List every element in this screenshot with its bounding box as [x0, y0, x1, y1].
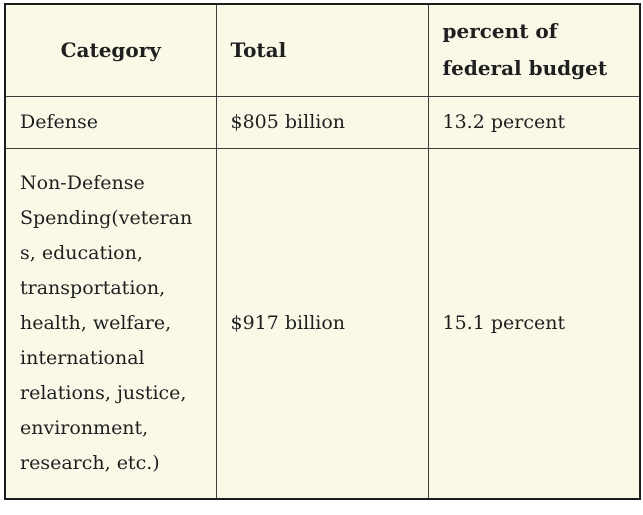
table-row-non-defense: Non-Defense Spending(veterans, education… — [4, 147, 641, 500]
header-percent-of-federal-budget: percent of federal budget — [427, 3, 641, 97]
table-row-defense: Defense $805 billion 13.2 percent — [4, 95, 641, 149]
header-total: Total — [215, 3, 429, 97]
header-row: Category Total percent of federal budget — [4, 3, 641, 97]
budget-table-container: Category Total percent of federal budget… — [4, 3, 641, 500]
cell-defense-category: Defense — [4, 95, 217, 149]
header-category: Category — [4, 3, 217, 97]
federal-budget-table: Category Total percent of federal budget… — [4, 3, 641, 500]
cell-non-defense-percent: 15.1 percent — [427, 147, 641, 500]
cell-defense-percent: 13.2 percent — [427, 95, 641, 149]
cell-non-defense-category: Non-Defense Spending(veterans, education… — [4, 147, 217, 500]
cell-non-defense-total: $917 billion — [215, 147, 429, 500]
cell-defense-total: $805 billion — [215, 95, 429, 149]
